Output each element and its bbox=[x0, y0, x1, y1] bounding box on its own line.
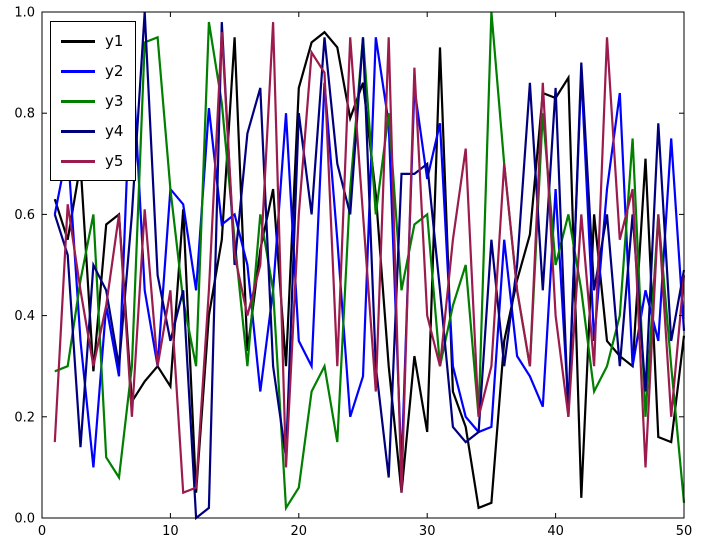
series-line-y3 bbox=[54, 11, 686, 512]
legend-label: y4 bbox=[105, 121, 124, 140]
x-tick-label: 10 bbox=[162, 524, 179, 539]
legend-entry-y2: y2 bbox=[61, 60, 123, 82]
x-tick-label: 50 bbox=[676, 524, 693, 539]
y-tick-label: 0.8 bbox=[14, 107, 35, 122]
legend: y1 y2 y3 y4 y5 bbox=[50, 21, 137, 181]
y-tick-label: 0.4 bbox=[14, 309, 35, 324]
legend-label: y5 bbox=[105, 151, 124, 170]
series-line-y5 bbox=[53, 22, 686, 495]
legend-line-sample bbox=[61, 129, 95, 133]
legend-label: y2 bbox=[105, 61, 124, 80]
y-tick-label: 0.0 bbox=[14, 512, 35, 527]
legend-label: y1 bbox=[105, 31, 124, 50]
x-tick-label: 20 bbox=[291, 524, 308, 539]
legend-line-sample bbox=[61, 69, 95, 73]
legend-entry-y4: y4 bbox=[61, 120, 123, 142]
legend-label: y3 bbox=[105, 91, 124, 110]
legend-entry-y1: y1 bbox=[61, 30, 123, 52]
y-tick-label: 0.2 bbox=[14, 410, 35, 425]
legend-line-sample bbox=[61, 39, 95, 43]
y-tick-label: 1.0 bbox=[14, 6, 35, 21]
x-tick-label: 0 bbox=[38, 524, 46, 539]
legend-entry-y5: y5 bbox=[61, 150, 123, 172]
series-line-y4 bbox=[53, 11, 686, 521]
legend-line-sample bbox=[61, 99, 95, 103]
legend-entry-y3: y3 bbox=[61, 90, 123, 112]
x-tick-label: 40 bbox=[547, 524, 564, 539]
legend-line-sample bbox=[61, 159, 95, 163]
axes-frame bbox=[41, 11, 685, 519]
y-tick-label: 0.6 bbox=[14, 208, 35, 223]
x-tick-label: 30 bbox=[419, 524, 436, 539]
